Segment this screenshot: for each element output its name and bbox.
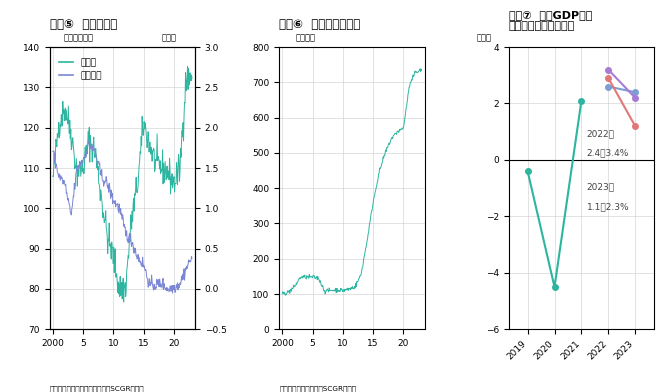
Text: 図表⑦  実質GDP成長
率の各国際機関見通し: 図表⑦ 実質GDP成長 率の各国際機関見通し [509,10,592,31]
Text: （出所：日本銀行よりSCGR作成）: （出所：日本銀行よりSCGR作成） [280,386,357,392]
Text: （兆円）: （兆円） [295,34,315,43]
Text: 図表⑥  日本銀行の資産: 図表⑥ 日本銀行の資産 [280,18,361,31]
Text: （出所：日本銀行・内閣府よりSCGR作成）: （出所：日本銀行・内閣府よりSCGR作成） [50,386,145,392]
Text: 1.1～2.3%: 1.1～2.3% [587,202,629,211]
Text: 2.4～3.4%: 2.4～3.4% [587,148,629,157]
Legend: ドル円, 長期金利: ドル円, 長期金利 [56,54,106,84]
Text: （円／ドル）: （円／ドル） [64,34,94,43]
Text: （％）: （％） [477,34,492,43]
Text: 2022年: 2022年 [587,129,615,138]
Text: 2023年: 2023年 [587,183,615,192]
Text: （％）: （％） [161,34,177,43]
Text: 図表⑤  為替と金利: 図表⑤ 為替と金利 [50,18,117,31]
